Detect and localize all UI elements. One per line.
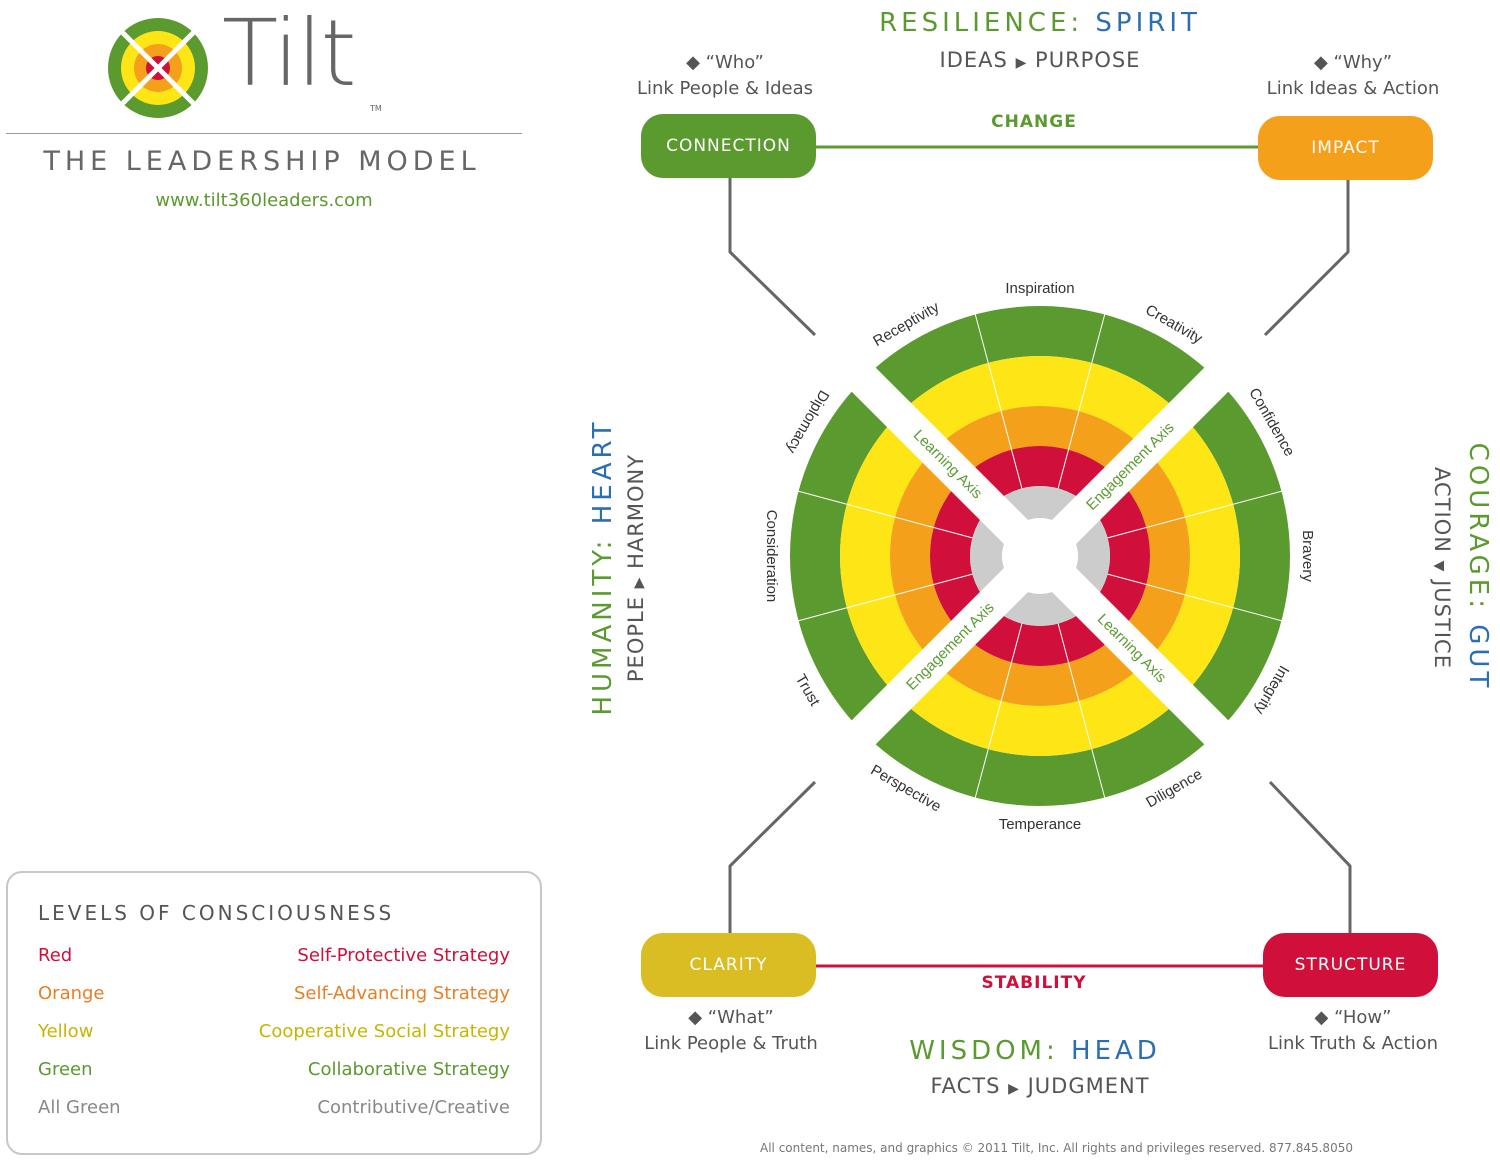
wheel-band-top-2 (933, 405, 1147, 479)
website-link[interactable]: www.tilt360leaders.com (155, 190, 373, 211)
impact-pill[interactable]: IMPACT (1258, 116, 1433, 180)
trait-divider (798, 573, 973, 622)
legend-level: Red (38, 945, 73, 966)
trademark-mark: TM (370, 104, 382, 113)
trait-label: Bravery (1299, 530, 1316, 582)
connection-connector (728, 178, 817, 337)
wheel-band-left-1 (839, 414, 934, 698)
legend-row: Green Collaborative Strategy (38, 1059, 510, 1087)
change-label: CHANGE (991, 112, 1077, 132)
logo-divider (6, 133, 522, 134)
wheel-band-right-0 (1181, 379, 1291, 733)
wheel-band-right-2 (1117, 449, 1190, 663)
legend-level: Orange (38, 983, 105, 1004)
connection-desc: ◆ “Who” Link People & Ideas (636, 52, 814, 99)
trait-divider (1107, 490, 1282, 539)
legend-strategy: Self-Protective Strategy (297, 945, 510, 966)
impact-connector (1263, 180, 1350, 337)
trait-divider (798, 490, 973, 539)
structure-connector (1268, 780, 1352, 935)
legend-row: All Green Contributive/Creative (38, 1097, 510, 1125)
top-subheading: IDEAS ▶ PURPOSE (939, 48, 1141, 72)
trait-label: Trust (792, 671, 824, 709)
trait-divider (1057, 623, 1106, 798)
legend-strategy: Self-Advancing Strategy (293, 983, 510, 1004)
wheel-band-left-0 (790, 379, 899, 733)
wheel-band-top-1 (898, 355, 1182, 450)
legend-level: All Green (38, 1097, 121, 1118)
legend-strategy: Cooperative Social Strategy (258, 1021, 510, 1042)
wheel-band-top-3 (962, 446, 1118, 507)
wheel-band-left-2 (890, 449, 963, 663)
model-title: THE LEADERSHIP MODEL (43, 146, 481, 177)
legend-level: Yellow (38, 1021, 94, 1042)
trait-divider (1107, 573, 1282, 622)
trait-divider (1057, 314, 1106, 489)
wheel-band-bottom-0 (863, 697, 1217, 807)
legend-panel: LEVELS OF CONSCIOUSNESS Red Self-Protect… (6, 871, 542, 1155)
wheel-band-right-3 (1089, 478, 1150, 634)
wheel-band-bottom-3 (962, 605, 1118, 666)
copyright-footer: All content, names, and graphics © 2011 … (760, 1141, 1353, 1155)
bottom-subheading: FACTS ▶ JUDGMENT (930, 1074, 1150, 1098)
trait-label: Consideration (763, 510, 780, 603)
brand-wordmark: Tilt (222, 0, 357, 107)
stability-label: STABILITY (981, 973, 1087, 993)
trait-divider (974, 314, 1023, 489)
target-logo-icon (108, 18, 208, 118)
trait-label: Inspiration (1005, 280, 1074, 297)
clarity-pill[interactable]: CLARITY (641, 933, 816, 997)
impact-desc: ◆ “Why” Link Ideas & Action (1266, 52, 1440, 99)
structure-pill[interactable]: STRUCTURE (1263, 933, 1438, 997)
structure-desc: ◆ “How” Link Truth & Action (1267, 1007, 1439, 1054)
wheel-band-left-3 (930, 478, 991, 634)
connection-pill[interactable]: CONNECTION (641, 114, 816, 178)
wheel-center (1012, 528, 1068, 584)
trait-label: Temperance (999, 816, 1082, 833)
legend-strategy: Collaborative Strategy (307, 1059, 510, 1080)
legend-row: Yellow Cooperative Social Strategy (38, 1021, 510, 1049)
top-heading: RESILIENCE: SPIRIT (879, 8, 1201, 38)
wheel-band-right-1 (1146, 414, 1240, 698)
wheel-band-top-0 (863, 306, 1217, 415)
clarity-connector (728, 780, 817, 935)
legend-row: Red Self-Protective Strategy (38, 945, 510, 973)
clarity-desc: ◆ “What” Link People & Truth (644, 1007, 818, 1054)
legend-strategy: Contributive/Creative (317, 1097, 510, 1118)
trait-divider (974, 623, 1023, 798)
bottom-heading: WISDOM: HEAD (909, 1036, 1161, 1066)
legend-title: LEVELS OF CONSCIOUSNESS (38, 901, 395, 925)
legend-row: Orange Self-Advancing Strategy (38, 983, 510, 1011)
wheel-band-bottom-2 (933, 633, 1147, 707)
wheel-band-bottom-1 (898, 662, 1182, 757)
legend-level: Green (38, 1059, 93, 1080)
